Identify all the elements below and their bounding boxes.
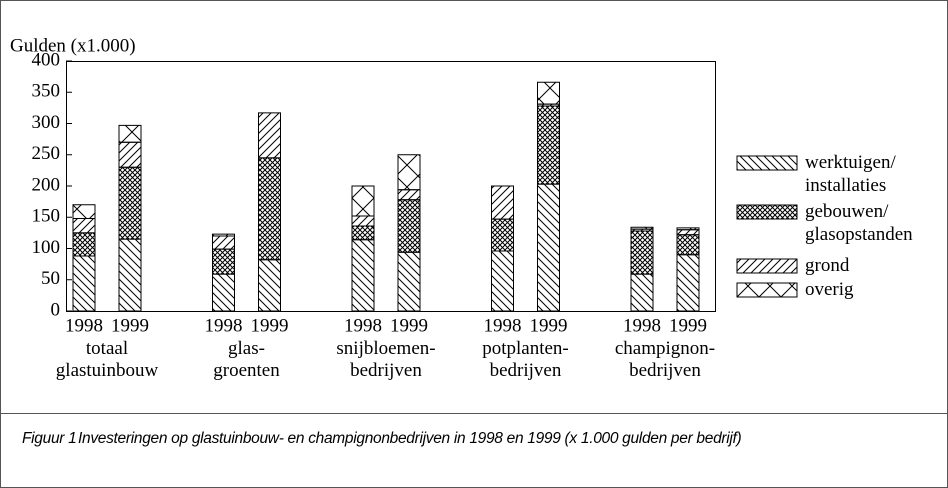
legend-swatch bbox=[736, 258, 798, 274]
bar-segment bbox=[258, 157, 281, 261]
bar-segment bbox=[118, 124, 142, 143]
x-tick-label: 1998 bbox=[484, 315, 522, 336]
bar-segment bbox=[491, 185, 514, 220]
bar-segment bbox=[351, 239, 375, 312]
bar-segment bbox=[676, 254, 700, 312]
bar-segment bbox=[676, 234, 700, 256]
y-tick-label: 400 bbox=[32, 49, 61, 70]
y-tick-label: 0 bbox=[51, 299, 61, 320]
y-tick-label: 50 bbox=[41, 268, 60, 289]
group-label: snijbloemen- bedrijven bbox=[336, 338, 436, 381]
bar-segment bbox=[118, 166, 142, 240]
bar-segment bbox=[212, 248, 235, 275]
x-tick-label: 1998 bbox=[623, 315, 661, 336]
legend-label: werktuigen/ installaties bbox=[805, 152, 896, 196]
y-tick-label: 250 bbox=[32, 143, 61, 164]
x-tick-label: 1999 bbox=[390, 315, 428, 336]
group-label: potplanten- bedrijven bbox=[482, 338, 569, 381]
legend-label: gebouwen/ glasopstanden bbox=[805, 201, 913, 245]
bar-segment bbox=[676, 227, 700, 231]
bar-segment bbox=[212, 273, 235, 312]
y-tick-label: 300 bbox=[32, 112, 61, 133]
bar-segment bbox=[258, 259, 281, 312]
group-label: glas- groenten bbox=[213, 338, 280, 381]
legend-swatch bbox=[736, 204, 798, 220]
bar-segment bbox=[72, 218, 96, 234]
legend-swatch bbox=[736, 282, 798, 298]
x-tick-label: 1999 bbox=[111, 315, 149, 336]
plot-frame bbox=[66, 61, 716, 312]
bar-segment bbox=[72, 204, 96, 219]
y-tick-label: 150 bbox=[32, 206, 61, 227]
caption: Figuur 1 Investeringen op glastuinbouw- … bbox=[22, 427, 922, 451]
group-label: champignon- bedrijven bbox=[614, 338, 716, 381]
y-tick-label: 200 bbox=[32, 174, 61, 195]
x-tick-label: 1999 bbox=[669, 315, 707, 336]
bar-segment bbox=[72, 232, 96, 257]
bar-segment bbox=[212, 233, 235, 237]
bar-segment bbox=[397, 251, 421, 312]
bar-segment bbox=[537, 105, 560, 185]
bar-segment bbox=[212, 235, 235, 250]
bar-segment bbox=[351, 185, 375, 217]
bar-segment bbox=[397, 154, 421, 191]
bar-segment bbox=[118, 238, 142, 312]
bar-segment bbox=[118, 141, 142, 168]
caption-label: Figuur 1 bbox=[22, 430, 77, 447]
y-tick-label: 350 bbox=[32, 81, 61, 102]
legend-swatch bbox=[736, 155, 798, 171]
bar-segment bbox=[72, 255, 96, 312]
bar-segment bbox=[537, 183, 560, 312]
legend-label: overig bbox=[805, 279, 854, 300]
bar-segment bbox=[630, 226, 654, 230]
bar-segment bbox=[676, 229, 700, 236]
bar-segment bbox=[397, 199, 421, 253]
x-tick-label: 1998 bbox=[344, 315, 382, 336]
bar-segment bbox=[397, 189, 421, 201]
x-tick-label: 1998 bbox=[65, 315, 103, 336]
x-tick-label: 1999 bbox=[530, 315, 568, 336]
bar-segment bbox=[630, 230, 654, 275]
bar-segment bbox=[630, 273, 654, 312]
bar-segment bbox=[491, 250, 514, 312]
y-axis-label: Gulden (x1.000) bbox=[10, 35, 136, 56]
caption-text: Investeringen op glastuinbouw- en champi… bbox=[78, 430, 742, 447]
legend-label: grond bbox=[805, 255, 850, 276]
bar-segment bbox=[258, 112, 281, 159]
bar-segment bbox=[351, 225, 375, 241]
y-tick-label: 100 bbox=[32, 237, 61, 258]
group-label: totaal glastuinbouw bbox=[55, 338, 159, 381]
bar-segment bbox=[491, 218, 514, 252]
x-tick-label: 1999 bbox=[251, 315, 289, 336]
bar-segment bbox=[351, 215, 375, 227]
x-tick-label: 1998 bbox=[205, 315, 243, 336]
bar-segment bbox=[537, 81, 560, 105]
